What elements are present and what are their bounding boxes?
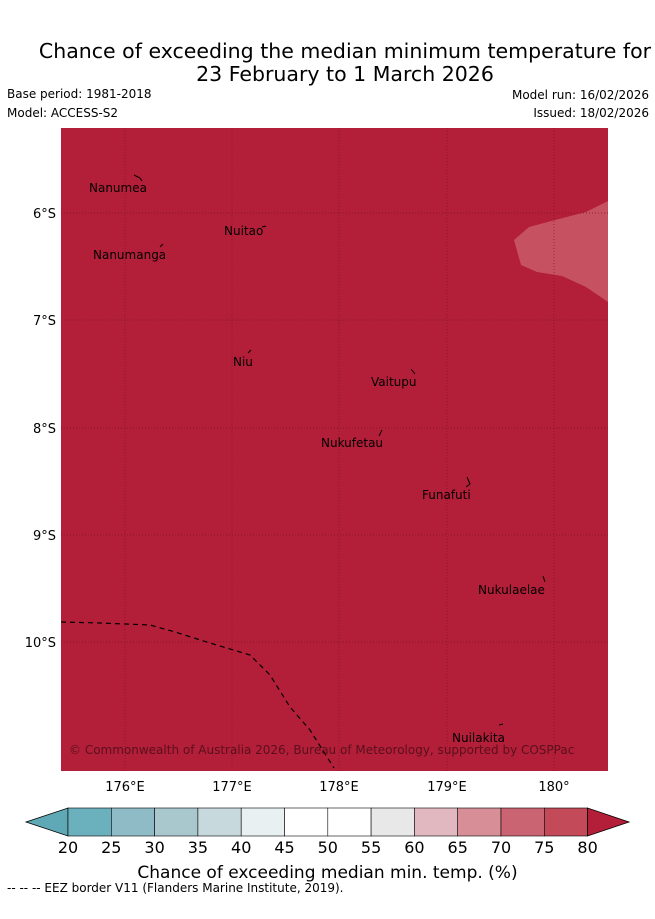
colorbar-segment [197,807,242,837]
colorbar-extend-low [24,807,69,837]
colorbar-tick-label: 30 [144,838,164,857]
colorbar-segment [370,807,415,837]
island-outline [247,349,252,354]
colorbar-tick-label: 35 [188,838,208,857]
colorbar-tick-label: 25 [101,838,121,857]
lon-tick-label: 177°E [212,780,252,795]
colorbar-tick-label: 45 [274,838,294,857]
colorbar-segment [457,807,502,837]
island-outline [498,723,504,726]
colorbar-segment [240,807,285,837]
colorbar-segment [543,807,588,837]
colorbar-segment [111,807,155,837]
map-title: Chance of exceeding the median minimum t… [0,40,655,86]
place-label-nanumanga: Nanumanga [93,248,166,262]
colorbar-tick-label: 40 [231,838,251,857]
eez-border [60,621,335,769]
island-outline [542,575,546,583]
issued-date: Issued: 18/02/2026 [533,106,649,120]
island-outline [133,174,143,182]
graticule [61,128,608,771]
lat-tick-label: 6°S [33,207,56,222]
lat-tick-label: 7°S [33,314,56,329]
place-label-nuilakita: Nuilakita [452,731,505,745]
model-run: Model run: 16/02/2026 [511,88,649,102]
place-label-nanumea: Nanumea [89,181,147,195]
place-label-niu: Niu [233,355,253,369]
islands [133,174,546,726]
colorbar-tick-label: 60 [404,838,424,857]
colorbar-tick-label: 50 [318,838,338,857]
map-copyright: © Commonwealth of Australia 2026, Bureau… [69,743,574,757]
lon-tick-label: 180° [538,780,569,795]
colorbar-segment [327,807,372,837]
colorbar-segment [500,807,545,837]
lat-tick-label: 8°S [33,422,56,437]
model-name: Model: ACCESS-S2 [7,106,119,120]
colorbar-tick-label: 80 [577,838,597,857]
colorbar-label: Chance of exceeding median min. temp. (%… [137,863,518,883]
colorbar-segment [284,807,329,837]
lat-tick-label: 10°S [25,636,56,651]
place-label-nuitao: Nuitao [224,224,263,238]
colorbar-tick-label: 55 [361,838,381,857]
island-outline [261,225,267,228]
island-outline [410,368,416,375]
map-figure: Nanumea Nuitao Nanumanga Niu Vaitupu Nuk… [24,128,631,857]
colorbar-extend-high [587,807,631,837]
place-label-nukufetau: Nukufetau [321,436,383,450]
eez-legend-note: -- -- -- EEZ border V11 (Flanders Marine… [7,881,344,895]
probability-region-75 [514,201,608,302]
colorbar-tick-label: 20 [58,838,78,857]
lon-tick-label: 178°E [319,780,359,795]
colorbar-tick-label: 70 [491,838,511,857]
place-label-vaitupu: Vaitupu [371,375,417,389]
island-outline [159,243,164,248]
lat-tick-label: 9°S [33,529,56,544]
title-line-1: Chance of exceeding the median minimum t… [38,39,652,63]
place-label-nukulaelae: Nukulaelae [478,583,545,597]
lon-tick-label: 176°E [105,780,145,795]
title-line-2: 23 February to 1 March 2026 [196,62,494,86]
colorbar-segment [154,807,199,837]
place-label-funafuti: Funafuti [422,488,471,502]
base-period: Base period: 1981-2018 [7,87,152,101]
colorbar-segment [67,807,112,837]
map-background [61,128,608,771]
colorbar: 20 25 30 35 40 45 50 55 60 65 70 75 80 [24,807,631,857]
island-outline [465,476,471,488]
island-outline [378,429,383,437]
colorbar-tick-label: 75 [534,838,554,857]
colorbar-segment [414,807,458,837]
lon-tick-label: 179°E [427,780,467,795]
colorbar-tick-label: 65 [448,838,468,857]
